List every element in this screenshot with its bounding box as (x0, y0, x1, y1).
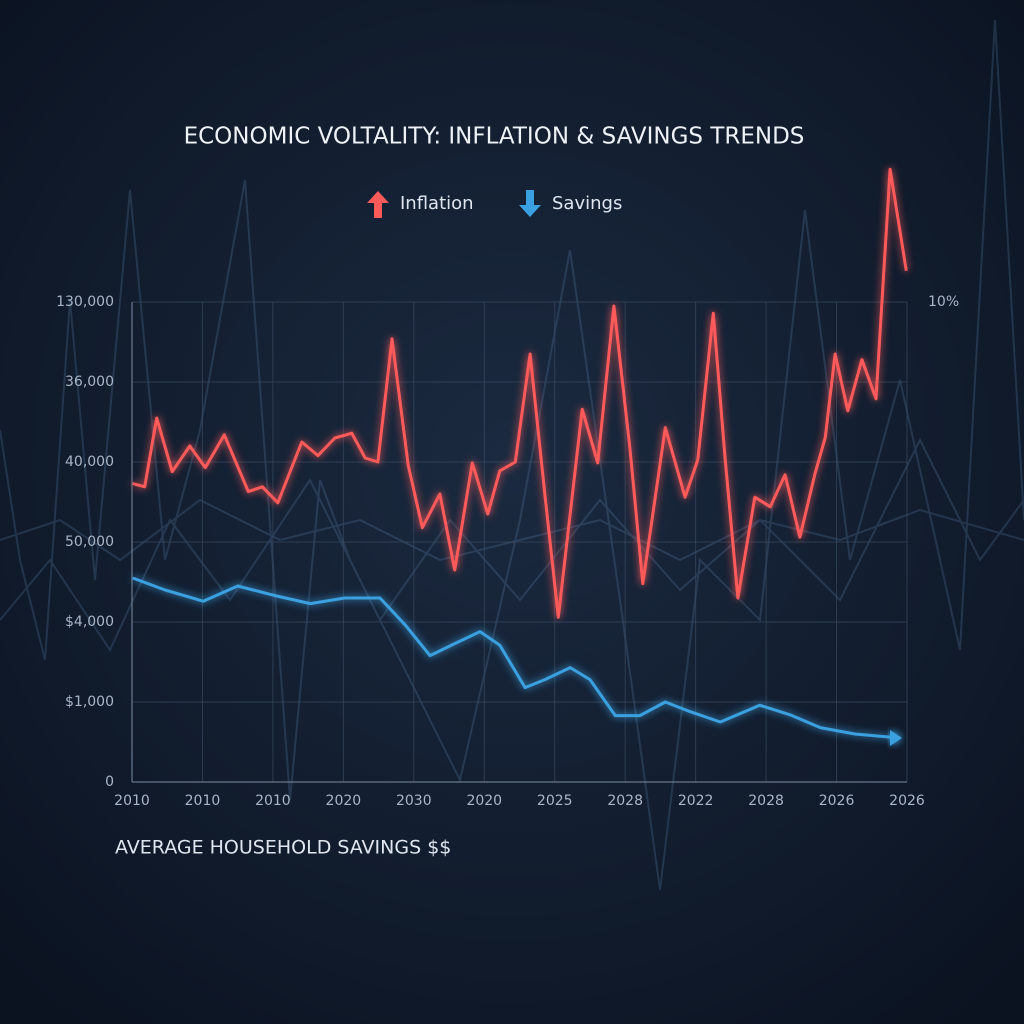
legend-label: Inflation (400, 193, 474, 214)
annotation: AVERAGE HOUSEHOLD SAVINGS $$ (115, 837, 451, 859)
x-tick-label: 2022 (678, 793, 714, 809)
right-label: 10% (928, 294, 959, 310)
y-tick-label: 36,000 (65, 374, 114, 390)
x-tick-label: 2010 (114, 793, 150, 809)
y-tick-label: 0 (105, 774, 114, 790)
x-tick-label: 2020 (326, 793, 362, 809)
x-tick-label: 2026 (819, 793, 855, 809)
y-tick-label: $4,000 (65, 614, 114, 630)
legend-icon (367, 191, 389, 218)
legend-icon (519, 190, 541, 217)
chart-title: ECONOMIC VOLTALITY: INFLATION & SAVINGS … (184, 124, 805, 150)
legend-label: Savings (552, 193, 622, 214)
decor (0, 19, 1024, 891)
x-tick-label: 2030 (396, 793, 432, 809)
x-tick-label: 2010 (185, 793, 221, 809)
y-tick-label: 40,000 (65, 454, 114, 470)
x-tick-label: 2028 (607, 793, 643, 809)
series-arrowhead (889, 730, 902, 746)
x-tick-label: 2020 (466, 793, 502, 809)
y-tick-label: 50,000 (65, 534, 114, 550)
y-tick-label: $1,000 (65, 694, 114, 710)
y-tick-label: 130,000 (56, 294, 114, 310)
x-tick-label: 2025 (537, 793, 573, 809)
series-line (132, 576, 901, 740)
x-tick-label: 2010 (255, 793, 291, 809)
x-tick-label: 2028 (748, 793, 784, 809)
series-line (132, 167, 908, 619)
x-tick-label: 2026 (889, 793, 925, 809)
